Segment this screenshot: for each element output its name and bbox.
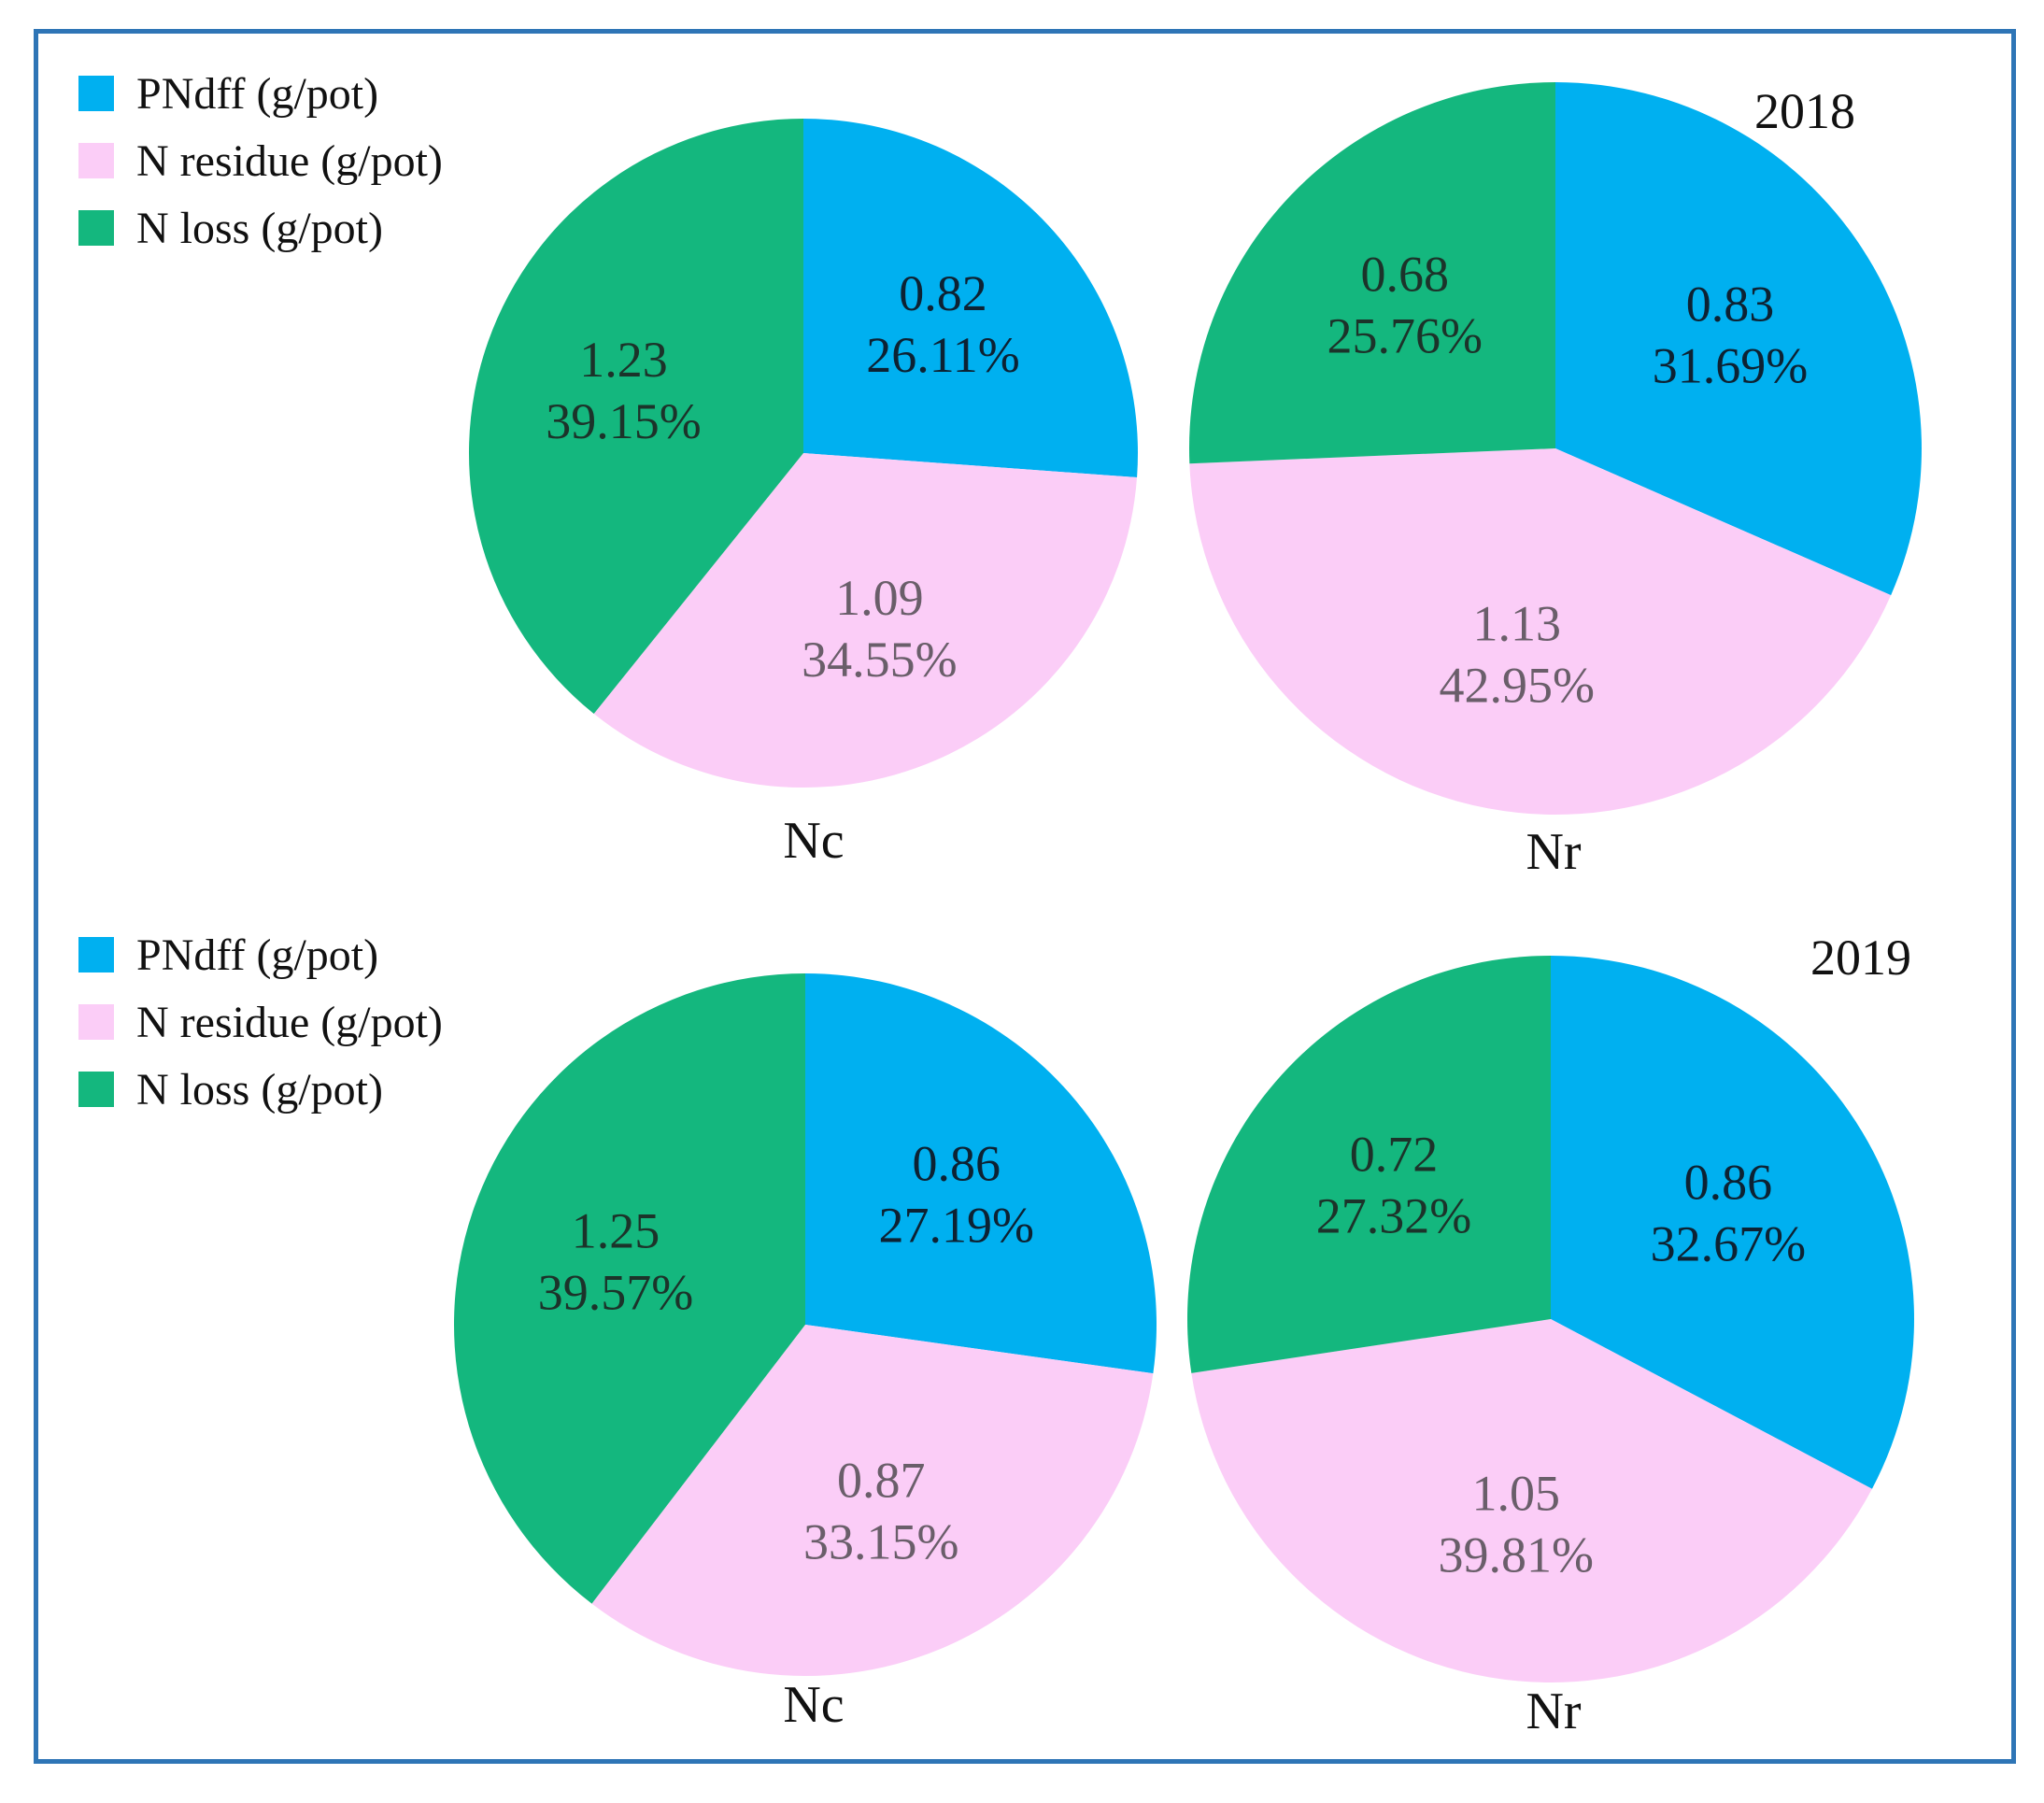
pie-category-label-2019-nr: Nr: [1526, 1682, 1582, 1740]
legend-label-pndff: PNdff (g/pot): [136, 930, 379, 980]
legend-row-pndff: PNdff (g/pot): [78, 930, 443, 980]
legend-2019: PNdff (g/pot) N residue (g/pot) N loss (…: [78, 930, 443, 1136]
legend-label-n-residue: N residue (g/pot): [136, 998, 443, 1047]
legend-row-n-loss: N loss (g/pot): [78, 204, 443, 253]
pie-slice-n-residue: [593, 453, 1138, 788]
legend-2018: PNdff (g/pot) N residue (g/pot) N loss (…: [78, 69, 443, 275]
legend-label-n-residue: N residue (g/pot): [136, 136, 443, 186]
legend-row-n-residue: N residue (g/pot): [78, 998, 443, 1047]
legend-row-n-residue: N residue (g/pot): [78, 136, 443, 186]
pie-slice-label: 1.09 34.55%: [802, 570, 957, 688]
pie-chart-2018-nr: 0.83 31.69% 1.13 42.95% 0.68 25.76%: [1188, 82, 1922, 816]
legend-swatch-n-loss-icon: [78, 210, 114, 246]
pie-category-label-2019-nc: Nc: [783, 1676, 845, 1734]
pie-slice-pndff: [1551, 956, 1914, 1489]
legend-swatch-n-loss-icon: [78, 1072, 114, 1107]
pie-slice-label: 0.86 32.67%: [1651, 1155, 1806, 1272]
pie-slice-label: 1.23 39.15%: [546, 332, 701, 449]
pie-slice-label: 0.68 25.76%: [1327, 246, 1483, 363]
legend-swatch-n-residue-icon: [78, 1004, 114, 1040]
legend-label-n-loss: N loss (g/pot): [136, 204, 383, 253]
pie-slice-pndff: [1555, 82, 1922, 596]
pie-chart-2019-nr: 0.86 32.67% 1.05 39.81% 0.72 27.32%: [1186, 956, 1914, 1683]
pie-slice-label: 1.05 39.81%: [1439, 1466, 1594, 1583]
pie-slice-n-loss: [1188, 82, 1555, 464]
pie-chart-2019-nc: 0.86 27.19% 0.87 33.15% 1.25 39.57%: [453, 973, 1157, 1677]
pie-slice-label: 1.25 39.57%: [538, 1202, 693, 1320]
pie-slice-n-residue: [1189, 448, 1892, 816]
pie-category-label-2018-nc: Nc: [783, 812, 845, 870]
year-label-2018: 2018: [1754, 83, 1855, 139]
legend-row-n-loss: N loss (g/pot): [78, 1065, 443, 1114]
pie-slice-pndff: [805, 973, 1157, 1374]
legend-row-pndff: PNdff (g/pot): [78, 69, 443, 119]
pie-slice-n-residue: [1191, 1319, 1872, 1683]
pie-category-label-2018-nr: Nr: [1526, 823, 1582, 881]
legend-swatch-pndff-icon: [78, 937, 114, 972]
pie-slice-label: 1.13 42.95%: [1440, 596, 1595, 714]
pie-slice-label: 0.87 33.15%: [803, 1452, 958, 1569]
pie-chart-2018-nc: 0.82 26.11% 1.09 34.55% 1.23 39.15%: [468, 119, 1138, 788]
legend-swatch-pndff-icon: [78, 76, 114, 111]
year-label-2019: 2019: [1810, 930, 1911, 986]
pie-slice-label: 0.86 27.19%: [878, 1135, 1033, 1253]
legend-swatch-n-residue-icon: [78, 143, 114, 178]
pie-slice-label: 0.72 27.32%: [1316, 1126, 1471, 1243]
pie-slice-n-loss: [453, 973, 805, 1604]
pie-slice-n-loss: [1186, 956, 1551, 1373]
legend-label-pndff: PNdff (g/pot): [136, 69, 379, 119]
legend-label-n-loss: N loss (g/pot): [136, 1065, 383, 1114]
pie-slice-pndff: [803, 119, 1138, 478]
pie-slice-n-residue: [591, 1325, 1154, 1677]
pie-slice-label: 0.83 31.69%: [1653, 277, 1808, 394]
pie-slice-label: 0.82 26.11%: [866, 265, 1019, 383]
pie-slice-n-loss: [468, 119, 803, 715]
